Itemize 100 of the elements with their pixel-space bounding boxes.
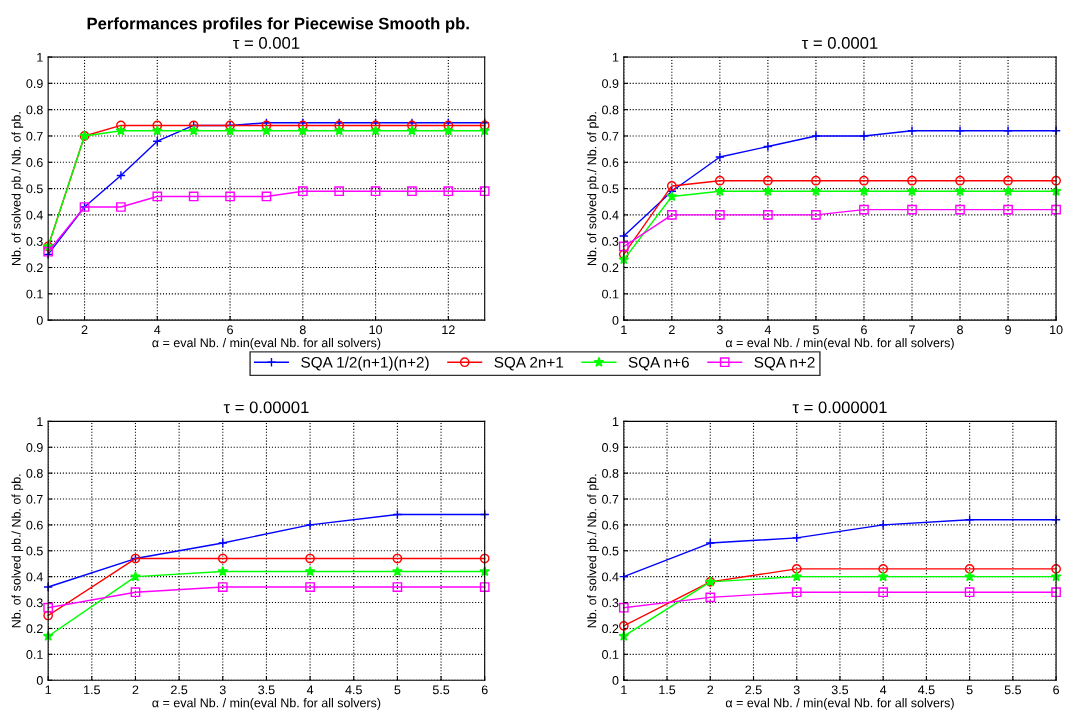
y-tick-label: 0.1 (26, 289, 43, 299)
point (859, 131, 869, 141)
y-tick-label: 1 (37, 52, 43, 62)
point (115, 125, 127, 136)
point (305, 553, 315, 564)
point (261, 125, 272, 136)
point (1002, 185, 1014, 196)
point (791, 571, 803, 582)
x-tick-label: 2 (81, 325, 88, 335)
y-tick-label: 0.9 (26, 79, 43, 88)
y-tick-label: 1 (612, 417, 619, 426)
x-tick-label: 12 (442, 325, 455, 335)
x-tick-label: 2.5 (171, 685, 188, 695)
point (791, 564, 802, 574)
point (1051, 175, 1061, 186)
point (705, 538, 716, 548)
y-tick-label: 0.6 (602, 158, 619, 167)
x-tick-label: 6 (861, 325, 867, 335)
y-tick-label: 0.2 (26, 263, 43, 273)
y-tick-label: 0 (36, 315, 43, 325)
y-axis-title: Nb. of solved pb./ Nb. of pb. (587, 112, 599, 266)
point (763, 141, 773, 152)
x-tick-label: 7 (909, 325, 915, 335)
y-tick-label: 0.2 (602, 263, 619, 273)
point (225, 191, 235, 202)
x-tick-label: 2 (707, 685, 714, 695)
x-tick-label: 5.5 (1004, 685, 1022, 695)
point (811, 175, 821, 186)
point (392, 582, 403, 592)
point (407, 186, 417, 197)
y-tick-label: 0.8 (26, 105, 43, 115)
x-tick-label: 8 (957, 325, 963, 335)
point (130, 571, 141, 582)
point (618, 602, 629, 613)
y-tick-label: 0.5 (26, 184, 43, 194)
y-tick-label: 0 (612, 676, 619, 685)
point (406, 125, 418, 136)
y-tick-label: 0 (36, 676, 43, 685)
chart-title: τ = 0.001 (233, 37, 300, 49)
y-tick-label: 0.8 (26, 468, 43, 478)
point (305, 582, 315, 592)
y-axis-title: Nb. of solved pb./ Nb. of pb. (11, 112, 24, 266)
point (297, 125, 309, 136)
y-tick-label: 0.8 (602, 468, 619, 478)
x-axis-title: α = eval Nb. / min(eval Nb. for all solvers) (725, 338, 954, 350)
x-tick-label: 5.5 (432, 685, 450, 695)
legend-label: SQA n+6 (628, 356, 689, 371)
chart-title: τ = 0.000001 (792, 401, 887, 414)
point (151, 125, 163, 136)
y-tick-label: 0.2 (602, 624, 619, 634)
y-tick-label: 0.2 (26, 624, 43, 634)
point (791, 532, 802, 543)
y-tick-label: 0.9 (602, 443, 619, 452)
point (618, 620, 629, 631)
x-tick-label: 3 (219, 685, 226, 695)
y-tick-label: 0.9 (602, 79, 619, 88)
point (217, 565, 229, 577)
legend-label: SQA 1/2(n+1)(n+2) (301, 356, 429, 371)
x-tick-label: 6 (227, 325, 233, 335)
x-tick-label: 1 (45, 685, 52, 695)
x-tick-label: 10 (369, 325, 383, 335)
point (878, 564, 889, 574)
y-axis-title: Nb. of solved pb./ Nb. of pb. (587, 474, 599, 628)
point (392, 565, 403, 577)
point (907, 175, 917, 186)
point (666, 190, 678, 202)
x-tick-label: 1.5 (659, 685, 676, 695)
point (964, 587, 975, 598)
x-axis-title: α = eval Nb. / min(eval Nb. for all solvers) (152, 698, 381, 710)
x-tick-label: 2 (668, 325, 675, 335)
point (297, 186, 308, 197)
point (305, 520, 315, 530)
x-tick-label: 1.5 (84, 685, 100, 695)
y-tick-label: 0.5 (602, 546, 619, 556)
point (479, 186, 490, 197)
point (224, 125, 236, 136)
point (1051, 564, 1061, 574)
x-tick-label: 1 (621, 325, 627, 335)
x-tick-label: 4 (764, 325, 772, 335)
point (763, 210, 773, 220)
point (1003, 204, 1013, 215)
point (964, 571, 975, 582)
y-tick-label: 0.1 (602, 650, 619, 659)
x-tick-label: 1 (621, 685, 627, 695)
y-tick-label: 0.6 (602, 520, 619, 530)
point (858, 185, 870, 196)
point (955, 175, 965, 186)
point (130, 587, 141, 598)
chart-title: τ = 0.0001 (801, 37, 878, 49)
x-tick-label: 4 (879, 685, 887, 695)
point (811, 131, 821, 141)
point (859, 204, 869, 215)
point (392, 553, 403, 564)
point (705, 592, 716, 603)
point (906, 185, 918, 196)
point (217, 553, 228, 564)
x-tick-label: 6 (481, 685, 488, 695)
point (714, 185, 726, 196)
point (1051, 204, 1061, 215)
x-axis-title: α = eval Nb. / min(eval Nb. for all solvers) (152, 338, 381, 350)
